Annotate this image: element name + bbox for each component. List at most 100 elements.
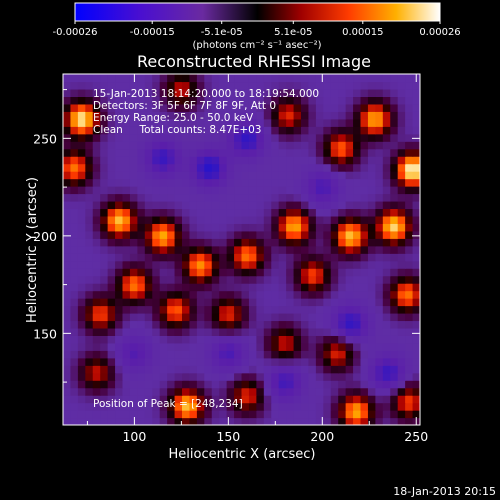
heatmap-cell bbox=[85, 96, 94, 105]
heatmap-cell bbox=[412, 245, 420, 254]
heatmap-cell bbox=[271, 380, 280, 389]
heatmap-cell bbox=[137, 88, 146, 98]
heatmap-cell bbox=[390, 305, 399, 314]
heatmap-cell bbox=[301, 305, 310, 314]
heatmap-cell bbox=[323, 215, 332, 224]
heatmap-cell bbox=[107, 148, 116, 157]
heatmap-cell bbox=[330, 215, 339, 224]
heatmap-cell bbox=[129, 193, 138, 202]
heatmap-cell bbox=[122, 141, 131, 150]
heatmap-cell bbox=[85, 88, 94, 98]
heatmap-cell bbox=[63, 245, 72, 254]
heatmap-cell bbox=[286, 163, 295, 172]
heatmap-cell bbox=[241, 320, 250, 329]
heatmap-cell bbox=[211, 111, 220, 120]
heatmap-cell bbox=[390, 357, 399, 366]
heatmap-cell bbox=[196, 126, 205, 135]
heatmap-cell bbox=[167, 290, 176, 299]
heatmap-cell bbox=[182, 410, 191, 419]
heatmap-cell bbox=[70, 312, 79, 322]
heatmap-cell bbox=[159, 357, 168, 366]
heatmap-cell bbox=[107, 290, 116, 299]
heatmap-cell bbox=[204, 320, 213, 329]
heatmap-cell bbox=[278, 81, 287, 90]
heatmap-cell bbox=[338, 402, 347, 411]
colorbar-tick-label: -0.00015 bbox=[130, 27, 175, 38]
heatmap-cell bbox=[219, 118, 228, 127]
heatmap-cell bbox=[115, 186, 124, 195]
heatmap-cell bbox=[412, 163, 420, 172]
heatmap-cell bbox=[256, 253, 265, 262]
heatmap-cell bbox=[144, 81, 153, 90]
heatmap-cell bbox=[226, 178, 235, 187]
heatmap-cell bbox=[271, 298, 280, 307]
heatmap-cell bbox=[367, 260, 376, 269]
heatmap-cell bbox=[174, 96, 183, 105]
heatmap-cell bbox=[92, 208, 101, 217]
heatmap-cell bbox=[226, 357, 235, 366]
heatmap-cell bbox=[167, 327, 176, 336]
heatmap-cell bbox=[286, 402, 295, 411]
heatmap-cell bbox=[271, 268, 280, 277]
heatmap-cell bbox=[129, 395, 138, 404]
heatmap-cell bbox=[159, 327, 168, 336]
heatmap-cell bbox=[100, 238, 109, 247]
heatmap-cell bbox=[345, 133, 354, 142]
heatmap-cell bbox=[286, 238, 295, 247]
heatmap-cell bbox=[248, 402, 257, 411]
heatmap-cell bbox=[144, 103, 153, 112]
heatmap-cell bbox=[85, 268, 94, 277]
heatmap-cell bbox=[115, 283, 124, 292]
heatmap-cell bbox=[234, 81, 243, 90]
heatmap-cell bbox=[115, 305, 124, 314]
heatmap-cell bbox=[397, 357, 406, 366]
heatmap-cell bbox=[412, 327, 420, 336]
heatmap-cell bbox=[137, 387, 146, 396]
heatmap-cell bbox=[196, 387, 205, 396]
heatmap-cell bbox=[70, 230, 79, 239]
heatmap-cell bbox=[137, 395, 146, 404]
heatmap-cell bbox=[70, 410, 79, 419]
heatmap-cell bbox=[338, 156, 347, 165]
heatmap-cell bbox=[182, 223, 191, 232]
heatmap-cell bbox=[115, 372, 124, 381]
heatmap-cell bbox=[271, 193, 280, 202]
heatmap-cell bbox=[211, 103, 220, 112]
heatmap-cell bbox=[353, 290, 362, 299]
heatmap-cell bbox=[338, 141, 347, 150]
heatmap-cell bbox=[412, 268, 420, 277]
heatmap-cell bbox=[360, 156, 369, 165]
heatmap-cell bbox=[330, 163, 339, 172]
heatmap-cell bbox=[375, 215, 384, 224]
heatmap-cell bbox=[100, 148, 109, 157]
heatmap-cell bbox=[323, 200, 332, 210]
heatmap-cell bbox=[137, 305, 146, 314]
heatmap-cell bbox=[293, 298, 302, 307]
heatmap-cell bbox=[85, 298, 94, 307]
heatmap-cell bbox=[92, 193, 101, 202]
heatmap-cell bbox=[174, 350, 183, 359]
heatmap-cell bbox=[189, 133, 198, 142]
heatmap-cell bbox=[122, 327, 131, 336]
heatmap-cell bbox=[159, 350, 168, 359]
heatmap-cell bbox=[144, 283, 153, 292]
heatmap-cell bbox=[107, 103, 116, 112]
heatmap-cell bbox=[263, 74, 272, 83]
heatmap-cell bbox=[338, 245, 347, 254]
heatmap-cell bbox=[338, 103, 347, 112]
heatmap-cell bbox=[152, 417, 161, 425]
heatmap-cell bbox=[412, 410, 420, 419]
heatmap-cell bbox=[293, 380, 302, 389]
heatmap-cell bbox=[100, 253, 109, 262]
heatmap-cell bbox=[308, 380, 317, 389]
heatmap-cell bbox=[129, 208, 138, 217]
heatmap-cell bbox=[338, 365, 347, 374]
heatmap-cell bbox=[167, 268, 176, 277]
heatmap-cell bbox=[144, 223, 153, 232]
heatmap-cell bbox=[174, 380, 183, 389]
heatmap-cell bbox=[196, 230, 205, 239]
heatmap-cell bbox=[100, 186, 109, 195]
heatmap-cell bbox=[115, 208, 124, 217]
heatmap-cell bbox=[241, 238, 250, 247]
heatmap-cell bbox=[330, 290, 339, 299]
